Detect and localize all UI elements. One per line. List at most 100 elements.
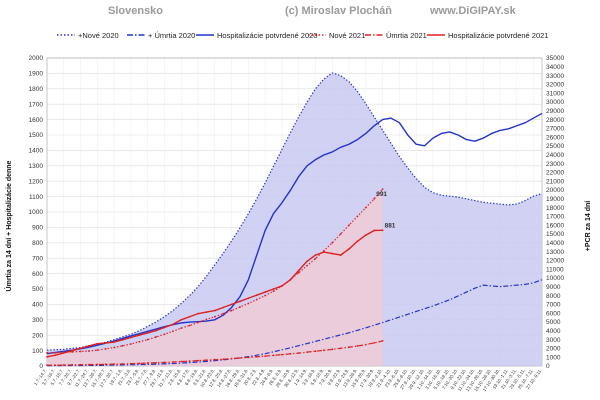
y-tick-left-label: 1900 [29,71,44,78]
data-point [314,254,317,257]
data-point [297,269,300,272]
data-point [46,355,48,358]
data-point [297,352,300,354]
data-point [264,291,267,293]
y-tick-right-label: 7000 [546,302,561,309]
y-tick-right-label: 27000 [546,126,564,133]
data-point [79,347,82,350]
data-point [46,364,48,367]
y-tick-right-label: 32000 [546,82,564,89]
data-point [130,362,132,365]
data-point [171,330,174,333]
y-tick-left-label: 100 [32,348,43,355]
data-point [146,331,149,334]
data-point [297,271,300,274]
data-point [356,240,359,243]
data-point [213,315,216,318]
data-point [306,264,308,267]
data-point [373,342,376,344]
data-point [146,338,149,341]
data-point [356,215,359,218]
data-point [46,351,48,354]
data-point [314,350,317,353]
data-point [138,362,141,365]
data-point [348,346,350,349]
y-tick-right-label: 31000 [546,90,564,97]
y-tick-left-label: 1000 [29,209,44,216]
data-point [180,327,183,330]
y-tick-left-label: 1300 [29,163,44,170]
data-point [113,341,116,344]
data-point [289,278,292,281]
y-tick-right-label: 18000 [546,205,564,212]
data-point [306,351,308,354]
y-tick-left-label: 0 [39,363,43,370]
data-point [205,359,208,362]
y-tick-right-label: 28000 [546,117,564,124]
y-tick-right-label: 2000 [546,346,561,353]
y-tick-right-label: 20000 [546,187,564,194]
data-point [71,351,74,353]
data-point [213,309,216,312]
y-tick-right-label: 16000 [546,222,564,229]
y-tick-right-label: 9000 [546,284,561,291]
data-point [381,229,384,232]
y-tick-right-label: 24000 [546,152,564,159]
data-point [197,321,199,324]
y-tick-left-label: 300 [32,317,43,324]
data-point [205,311,208,313]
data-point [188,315,191,318]
data-point [113,346,116,349]
data-point [79,350,82,353]
data-point [381,340,384,342]
legend-label-nove-2020: +Nové 2020 [78,31,119,40]
y-axis-left: 0 100 200 300 400 500 600 700 800 900 1000 1100 1200… [29,55,44,370]
data-point [171,361,174,363]
data-point [96,363,99,366]
data-point [331,241,334,244]
y-tick-left-label: 400 [32,302,43,309]
data-point [322,349,325,352]
y-tick-right-label: 1000 [546,354,561,361]
y-tick-left-label: 1500 [29,132,44,139]
data-point [247,356,250,359]
area-nov-2021 [47,189,383,366]
y-tick-right-label: 23000 [546,161,564,168]
chart-legend: +Nové 2020 + Úmrtia 2020 Hospitalizácie … [57,31,548,40]
y-tick-right-label: 8000 [546,293,561,300]
y-tick-left-label: 1200 [29,178,44,185]
y-tick-left-label: 500 [32,286,43,293]
y-tick-right-label: 4000 [546,328,561,335]
data-point [205,318,208,321]
data-point [104,363,107,366]
data-point [155,336,157,338]
data-point [138,334,141,337]
data-point [180,318,183,321]
data-point [239,357,241,359]
y-tick-right-label: 14000 [546,240,564,247]
y-tick-right-label: 5000 [546,319,561,326]
y-tick-left-label: 600 [32,271,43,278]
y-tick-left-label: 1400 [29,148,44,155]
area-layer [47,72,542,367]
line-layer [46,72,543,367]
series-line-0 [46,72,543,351]
data-point [230,309,233,312]
data-point [348,224,350,227]
data-point [222,312,225,315]
y-tick-left-label: 900 [32,225,43,232]
data-point [364,206,367,209]
y-tick-right-label: 13000 [546,249,564,256]
data-point [79,363,82,366]
data-point [247,297,250,300]
data-point [264,294,267,297]
annotation-layer: 991 881 [376,191,396,230]
data-point [96,342,99,345]
y-tick-right-label: 17000 [546,214,564,221]
y-tick-right-label: 6000 [546,310,561,317]
y-tick-right-label: 0 [546,363,550,370]
y-tick-right-label: 22000 [546,170,564,177]
